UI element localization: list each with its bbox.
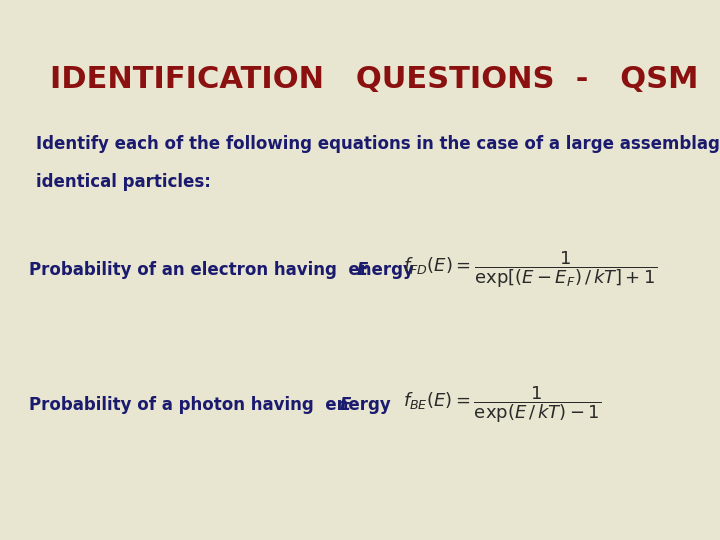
Text: IDENTIFICATION   QUESTIONS  -   QSM: IDENTIFICATION QUESTIONS - QSM bbox=[50, 65, 699, 94]
Text: Probability of an electron having  energy: Probability of an electron having energy bbox=[29, 261, 420, 279]
Text: identical particles:: identical particles: bbox=[36, 173, 211, 191]
Text: E: E bbox=[356, 261, 368, 279]
Text: E: E bbox=[340, 396, 351, 414]
Text: Probability of a photon having  energy: Probability of a photon having energy bbox=[29, 396, 396, 414]
Text: $f_{FD}(E) = \dfrac{1}{\mathrm{exp}[(E-E_F)\,/\,kT]+1}$: $f_{FD}(E) = \dfrac{1}{\mathrm{exp}[(E-E… bbox=[403, 249, 657, 291]
Text: Identify each of the following equations in the case of a large assemblage of: Identify each of the following equations… bbox=[36, 135, 720, 153]
Text: $f_{BE}(E) = \dfrac{1}{\mathrm{exp}(E\,/\,kT)-1}$: $f_{BE}(E) = \dfrac{1}{\mathrm{exp}(E\,/… bbox=[403, 384, 602, 426]
